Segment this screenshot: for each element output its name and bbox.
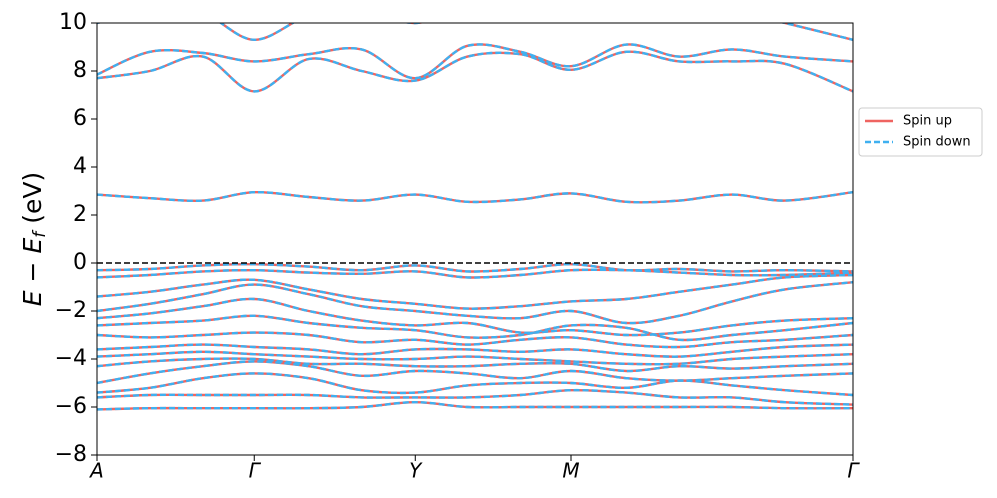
y-tick-label: 6 <box>73 106 87 131</box>
y-axis-label: E − Ef (eV) <box>18 172 50 306</box>
legend-label: Spin up <box>903 114 952 129</box>
y-tick-label: 8 <box>73 58 87 83</box>
y-tick-label: 10 <box>59 10 87 35</box>
band-line <box>97 357 853 373</box>
x-tick-label: A <box>88 459 104 483</box>
legend: Spin up Spin down <box>858 107 983 157</box>
band-line <box>97 400 853 411</box>
band-line <box>97 23 853 42</box>
band-line <box>97 360 853 385</box>
y-tick-label: −6 <box>55 394 87 419</box>
band-line <box>97 50 853 93</box>
band-line <box>97 372 853 397</box>
y-label-sub: f <box>30 229 50 238</box>
band-line <box>97 297 853 337</box>
band-line <box>97 388 853 406</box>
band-line <box>97 314 853 342</box>
band-line <box>97 43 853 80</box>
band-line <box>97 50 853 93</box>
band-line <box>97 343 853 358</box>
y-tick-label: 2 <box>73 202 87 227</box>
y-label-unit: (eV) <box>18 172 47 232</box>
band-line <box>97 23 853 42</box>
y-label-main: E − E <box>18 238 47 307</box>
x-tick-label: M <box>562 459 579 483</box>
band-line <box>97 350 853 366</box>
band-line <box>97 190 853 204</box>
x-tick-label: Γ <box>249 459 262 483</box>
y-tick-label: −8 <box>55 442 87 467</box>
legend-label: Spin down <box>903 135 971 150</box>
band-line <box>97 273 853 310</box>
band-line <box>97 360 853 385</box>
x-tick-label: Γ <box>847 459 860 483</box>
band-line <box>97 268 853 279</box>
y-tick-label: −4 <box>55 346 87 371</box>
y-tick-label: 0 <box>73 250 87 275</box>
axes-layer: −8 −6 −4 −2 0 2 4 6 8 10 A Γ Y M Γ <box>55 10 861 483</box>
band-line <box>97 281 853 325</box>
plot-frame <box>96 22 854 456</box>
bands-layer <box>97 23 853 411</box>
band-line <box>97 262 853 273</box>
y-tick-label: −2 <box>55 298 87 323</box>
x-tick-label: Y <box>409 459 423 483</box>
y-tick-label: 4 <box>73 154 87 179</box>
band-line <box>97 331 853 349</box>
